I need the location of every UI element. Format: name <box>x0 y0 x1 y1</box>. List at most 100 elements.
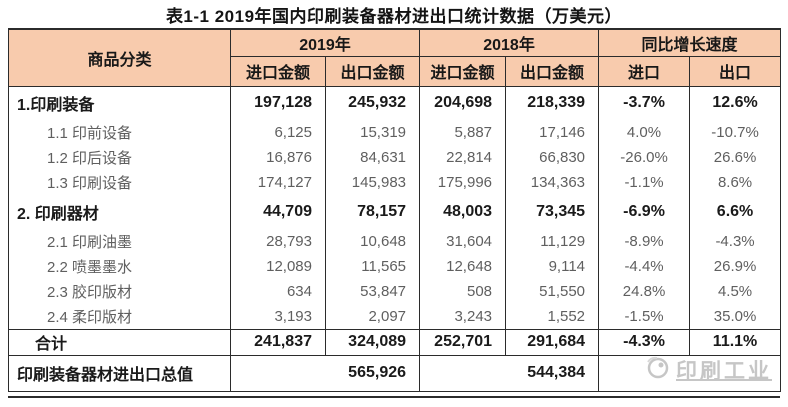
cell-value: 12,089 <box>230 254 326 279</box>
cell-value: 12.6% <box>689 86 782 120</box>
cell-value: -8.9% <box>598 229 691 254</box>
cell-value: 634 <box>230 279 326 304</box>
cell-value: 8.6% <box>689 170 782 195</box>
header-growth-export: 出口 <box>689 55 782 87</box>
cell-value: 6,125 <box>230 120 326 145</box>
table-row: 1.1 印前设备 6,125 15,319 5,887 17,146 4.0% … <box>8 120 782 145</box>
cell-value: -1.1% <box>598 170 691 195</box>
grand-total-2018: 544,384 <box>419 354 600 392</box>
table-row: 1.3 印刷设备 174,127 145,983 175,996 134,363… <box>8 170 782 195</box>
cell-value: 134,363 <box>505 170 600 195</box>
cell-value: 241,837 <box>230 328 326 355</box>
table-row: 2.1 印刷油墨 28,793 10,648 31,604 11,129 -8.… <box>8 229 782 254</box>
cell-value: 66,830 <box>505 145 600 170</box>
cell-value: 324,089 <box>324 328 421 355</box>
table-row: 2.2 喷墨墨水 12,089 11,565 12,648 9,114 -4.4… <box>8 254 782 279</box>
grand-total-empty-cell <box>598 354 782 392</box>
cell-value: 4.5% <box>689 279 782 304</box>
cell-value: 78,157 <box>324 195 421 229</box>
header-2018-export: 出口金额 <box>505 55 600 87</box>
row-label: 1.2 印后设备 <box>8 145 231 170</box>
row-label: 1.3 印刷设备 <box>8 170 231 195</box>
header-group-growth: 同比增长速度 <box>598 28 782 57</box>
cell-value: -4.3% <box>598 328 691 355</box>
cell-value: 16,876 <box>230 145 326 170</box>
row-label: 1.印刷装备 <box>8 86 231 120</box>
cell-value: 508 <box>419 279 507 304</box>
cell-value: 5,887 <box>419 120 507 145</box>
cell-value: 2,097 <box>324 304 421 329</box>
row-label: 2.3 胶印版材 <box>8 279 231 304</box>
row-label: 2. 印刷器材 <box>8 195 231 229</box>
cell-value: 3,193 <box>230 304 326 329</box>
cell-value: 11,129 <box>505 229 600 254</box>
cell-value: 6.6% <box>689 195 782 229</box>
header-2019-import: 进口金额 <box>230 55 326 87</box>
table-row: 1.2 印后设备 16,876 84,631 22,814 66,830 -26… <box>8 145 782 170</box>
cell-value: 174,127 <box>230 170 326 195</box>
header-group-2018: 2018年 <box>419 28 600 57</box>
cell-value: 10,648 <box>324 229 421 254</box>
cell-value: 245,932 <box>324 86 421 120</box>
cell-value: 9,114 <box>505 254 600 279</box>
header-category: 商品分类 <box>8 28 231 87</box>
cell-value: 12,648 <box>419 254 507 279</box>
cell-value: 291,684 <box>505 328 600 355</box>
cell-value: 53,847 <box>324 279 421 304</box>
cell-value: 26.6% <box>689 145 782 170</box>
page-title: 表1-1 2019年国内印刷装备器材进出口统计数据（万美元） <box>165 7 623 26</box>
row-label: 2.1 印刷油墨 <box>8 229 231 254</box>
row-label: 2.4 柔印版材 <box>8 304 231 329</box>
statistics-table: 商品分类 2019年 2018年 同比增长速度 进口金额 出口金额 进口金额 出… <box>8 28 782 392</box>
row-label: 1.1 印前设备 <box>8 120 231 145</box>
cell-value: -26.0% <box>598 145 691 170</box>
row-label: 印刷装备器材进出口总值 <box>8 354 231 392</box>
cell-value: -3.7% <box>598 86 691 120</box>
total-row: 合计 241,837 324,089 252,701 291,684 -4.3%… <box>8 328 782 355</box>
table-row: 2. 印刷器材 44,709 78,157 48,003 73,345 -6.9… <box>8 195 782 229</box>
grand-total-2019: 565,926 <box>229 354 421 392</box>
header-2018-import: 进口金额 <box>419 55 507 87</box>
table-row: 1.印刷装备 197,128 245,932 204,698 218,339 -… <box>8 86 782 120</box>
cell-value: 24.8% <box>598 279 691 304</box>
grand-total-row: 印刷装备器材进出口总值 565,926 544,384 <box>8 354 782 392</box>
cell-value: 26.9% <box>689 254 782 279</box>
cell-value: -10.7% <box>689 120 782 145</box>
cell-value: 15,319 <box>324 120 421 145</box>
cell-value: 1,552 <box>505 304 600 329</box>
cell-value: 51,550 <box>505 279 600 304</box>
cell-value: 4.0% <box>598 120 691 145</box>
cell-value: 175,996 <box>419 170 507 195</box>
cell-value: 73,345 <box>505 195 600 229</box>
cell-value: 22,814 <box>419 145 507 170</box>
header-group-2019: 2019年 <box>229 28 421 57</box>
cell-value: 145,983 <box>324 170 421 195</box>
cell-value: 28,793 <box>230 229 326 254</box>
cell-value: 197,128 <box>230 86 326 120</box>
table-row: 2.3 胶印版材 634 53,847 508 51,550 24.8% 4.5… <box>8 279 782 304</box>
row-label: 2.2 喷墨墨水 <box>8 254 231 279</box>
header-2019-export: 出口金额 <box>324 55 421 87</box>
cell-value: -6.9% <box>598 195 691 229</box>
table-header: 商品分类 2019年 2018年 同比增长速度 进口金额 出口金额 进口金额 出… <box>8 28 782 87</box>
cell-value: 48,003 <box>419 195 507 229</box>
cell-value: 17,146 <box>505 120 600 145</box>
cell-value: 35.0% <box>689 304 782 329</box>
header-growth-import: 进口 <box>598 55 691 87</box>
table-row: 2.4 柔印版材 3,193 2,097 3,243 1,552 -1.5% 3… <box>8 304 782 329</box>
cell-value: 252,701 <box>419 328 507 355</box>
cell-value: 84,631 <box>324 145 421 170</box>
cell-value: -4.3% <box>689 229 782 254</box>
cell-value: -1.5% <box>598 304 691 329</box>
row-label: 合计 <box>8 328 231 355</box>
cell-value: 218,339 <box>505 86 600 120</box>
cell-value: 204,698 <box>419 86 507 120</box>
table-bottom-rule <box>8 395 780 398</box>
cell-value: 3,243 <box>419 304 507 329</box>
cell-value: 11.1% <box>689 328 782 355</box>
cell-value: 44,709 <box>230 195 326 229</box>
cell-value: 31,604 <box>419 229 507 254</box>
cell-value: -4.4% <box>598 254 691 279</box>
cell-value: 11,565 <box>324 254 421 279</box>
